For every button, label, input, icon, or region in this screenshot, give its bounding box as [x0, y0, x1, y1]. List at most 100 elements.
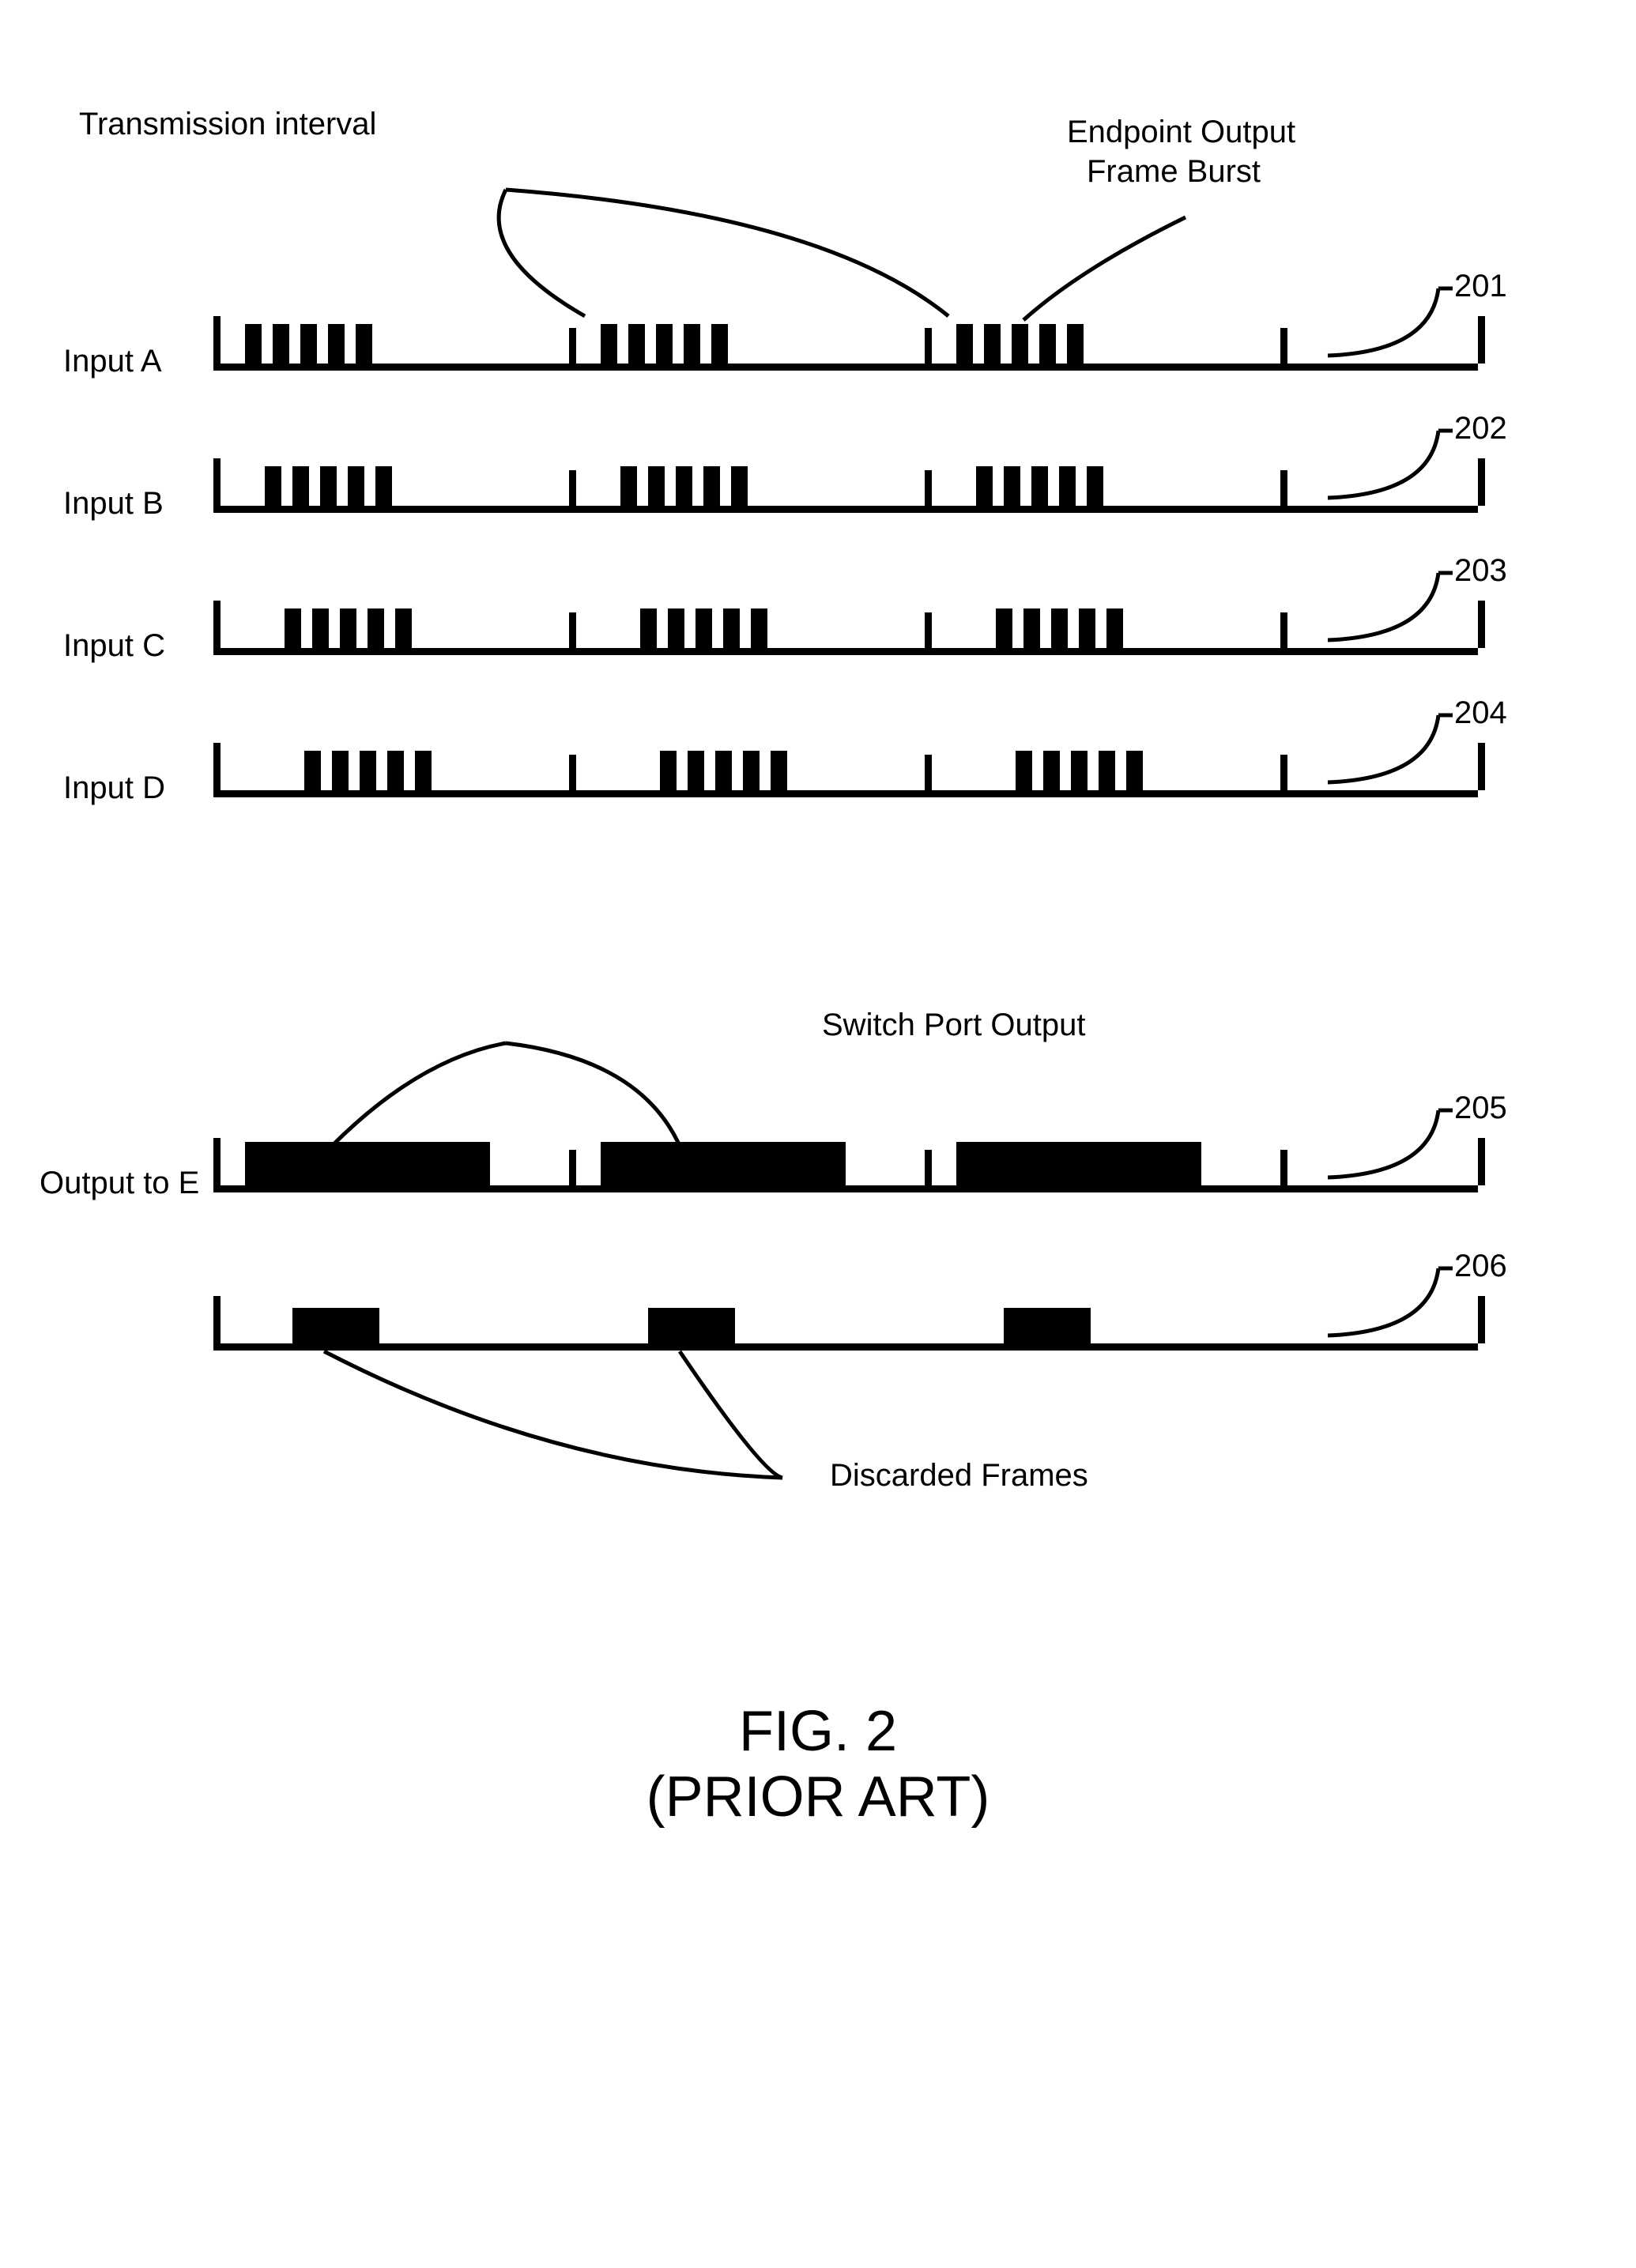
- tick-discarded-1: [1478, 1296, 1485, 1343]
- pulse-input_a-1-1: [628, 324, 645, 364]
- pulse-input_c-1-4: [751, 608, 767, 648]
- tick-input_d-3: [1280, 755, 1287, 790]
- pulse-input_c-0-2: [340, 608, 356, 648]
- pulse-input_c-0-0: [285, 608, 301, 648]
- discarded-frames-label: Discarded Frames: [830, 1458, 1088, 1494]
- pulse-input_a-1-2: [656, 324, 673, 364]
- pulse-input_c-1-1: [668, 608, 684, 648]
- endpoint-output-label-line1: Endpoint Output: [1067, 115, 1295, 150]
- pulse-input_b-0-4: [375, 466, 392, 506]
- leader-discarded-1: [324, 1351, 782, 1478]
- tick-input_c-3: [1280, 612, 1287, 648]
- pulse-input_a-1-0: [601, 324, 617, 364]
- pulse-input_b-1-0: [620, 466, 637, 506]
- pulse-input_d-2-4: [1126, 751, 1143, 790]
- tick-input_b-0: [213, 458, 221, 506]
- pulse-input_c-2-4: [1106, 608, 1123, 648]
- ref-202: 202: [1454, 411, 1507, 446]
- leader-switchport-2: [506, 1043, 680, 1146]
- tick-input_b-1: [569, 470, 576, 506]
- pulse-input_d-0-3: [387, 751, 404, 790]
- tick-input_b-2: [925, 470, 932, 506]
- pulse-input_d-2-2: [1071, 751, 1088, 790]
- tick-output_e-1: [569, 1150, 576, 1185]
- tick-input_c-2: [925, 612, 932, 648]
- pulse-input_b-0-0: [265, 466, 281, 506]
- tick-discarded-0: [213, 1296, 221, 1343]
- pulse-input_a-0-2: [300, 324, 317, 364]
- pulse-input_d-1-3: [743, 751, 760, 790]
- discard-block-2: [1004, 1308, 1091, 1343]
- tick-input_c-1: [569, 612, 576, 648]
- output-block-2: [956, 1142, 1201, 1185]
- pulse-input_a-0-4: [356, 324, 372, 364]
- pulse-input_d-2-1: [1043, 751, 1060, 790]
- input-a-label: Input A: [63, 344, 162, 379]
- pulse-input_a-0-3: [328, 324, 345, 364]
- leader-transmission-2: [506, 190, 948, 316]
- pulse-input_b-2-1: [1004, 466, 1020, 506]
- pulse-input_c-0-3: [368, 608, 384, 648]
- pulse-input_d-0-4: [415, 751, 432, 790]
- pulse-input_b-2-3: [1059, 466, 1076, 506]
- leader-ref-203: [1328, 573, 1438, 640]
- tick-input_d-2: [925, 755, 932, 790]
- pulse-input_b-0-1: [292, 466, 309, 506]
- timeline-input_d: [213, 790, 1478, 797]
- ref-203: 203: [1454, 553, 1507, 589]
- pulse-input_b-1-3: [703, 466, 720, 506]
- transmission-interval-label: Transmission interval: [79, 107, 376, 142]
- pulse-input_c-0-1: [312, 608, 329, 648]
- pulse-input_b-1-2: [676, 466, 692, 506]
- pulse-input_d-1-0: [660, 751, 677, 790]
- tick-output_e-3: [1280, 1150, 1287, 1185]
- tick-input_a-3: [1280, 328, 1287, 364]
- tick-input_a-2: [925, 328, 932, 364]
- pulse-input_c-2-1: [1023, 608, 1040, 648]
- figure-caption-line1: FIG. 2: [32, 1699, 1604, 1765]
- pulse-input_a-0-1: [273, 324, 289, 364]
- pulse-input_c-2-0: [996, 608, 1012, 648]
- leader-switchport-1: [332, 1043, 506, 1146]
- figure-caption: FIG. 2 (PRIOR ART): [32, 1699, 1604, 1830]
- pulse-input_d-1-2: [715, 751, 732, 790]
- discard-block-0: [292, 1308, 379, 1343]
- leader-ref-201: [1328, 288, 1438, 356]
- pulse-input_c-2-3: [1079, 608, 1095, 648]
- input-d-label: Input D: [63, 770, 165, 806]
- tick-output_e-2: [925, 1150, 932, 1185]
- leader-ref-205: [1328, 1110, 1438, 1177]
- timeline-output_e: [213, 1185, 1478, 1192]
- tick-input_b-3: [1280, 470, 1287, 506]
- leader-lines-overlay: [32, 32, 1604, 2236]
- timeline-input_c: [213, 648, 1478, 655]
- timeline-input_b: [213, 506, 1478, 513]
- pulse-input_d-0-2: [360, 751, 376, 790]
- pulse-input_a-2-2: [1012, 324, 1028, 364]
- pulse-input_c-1-2: [695, 608, 712, 648]
- pulse-input_c-2-2: [1051, 608, 1068, 648]
- pulse-input_a-2-3: [1039, 324, 1056, 364]
- figure-caption-line2: (PRIOR ART): [32, 1765, 1604, 1830]
- leader-ref-202: [1328, 431, 1438, 498]
- pulse-input_c-1-3: [723, 608, 740, 648]
- output-block-1: [601, 1142, 846, 1185]
- pulse-input_d-1-4: [771, 751, 787, 790]
- tick-output_e-4: [1478, 1138, 1485, 1185]
- leader-ref-206: [1328, 1268, 1438, 1336]
- pulse-input_a-2-0: [956, 324, 973, 364]
- endpoint-output-label-line2: Frame Burst: [1087, 154, 1261, 190]
- ref-204: 204: [1454, 695, 1507, 731]
- pulse-input_a-0-0: [245, 324, 262, 364]
- tick-input_d-4: [1478, 743, 1485, 790]
- pulse-input_c-0-4: [395, 608, 412, 648]
- leader-ref-204: [1328, 715, 1438, 782]
- input-c-label: Input C: [63, 628, 165, 664]
- tick-input_a-1: [569, 328, 576, 364]
- pulse-input_b-1-4: [731, 466, 748, 506]
- pulse-input_b-0-2: [320, 466, 337, 506]
- pulse-input_d-2-0: [1016, 751, 1032, 790]
- pulse-input_d-0-0: [304, 751, 321, 790]
- tick-input_a-4: [1478, 316, 1485, 364]
- timeline-input_a: [213, 364, 1478, 371]
